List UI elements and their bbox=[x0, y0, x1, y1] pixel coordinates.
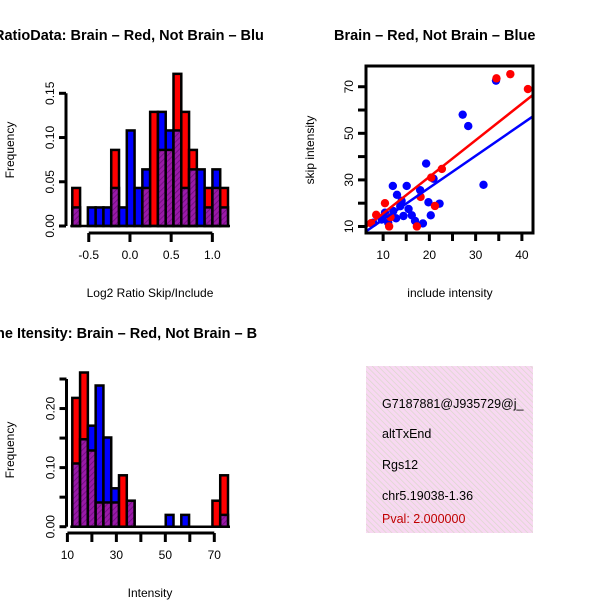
histogram-bar-overlap bbox=[218, 206, 230, 228]
x-tick-label: 0.5 bbox=[163, 248, 180, 262]
hist-intensity-title: ne Itensity: Brain – Red, Not Brain – B bbox=[0, 326, 257, 342]
scatter-point-not-brain bbox=[464, 121, 473, 131]
fit-line-not-brain bbox=[365, 115, 534, 233]
y-tick-label: 0.10 bbox=[44, 456, 58, 480]
event-id: G7187881@J935729@j_ bbox=[382, 397, 525, 411]
hist-intensity-ylabel: Frequency bbox=[3, 422, 17, 479]
scatter-point-not-brain bbox=[479, 180, 488, 189]
histogram-bar-not-brain bbox=[180, 513, 191, 528]
hist-intensity-xlabel: Intensity bbox=[128, 586, 173, 600]
y-tick-label: 30 bbox=[342, 173, 356, 187]
x-tick-label: 10 bbox=[61, 548, 75, 562]
x-tick-label: 30 bbox=[469, 248, 483, 262]
histogram-bar-overlap bbox=[125, 499, 136, 528]
scatter-point-brain bbox=[380, 198, 390, 208]
y-tick-label: 50 bbox=[342, 126, 356, 140]
info-panel: G7187881@J935729@j_ altTxEnd Rgs12 chr5.… bbox=[366, 366, 533, 533]
scatter-point-brain bbox=[523, 84, 533, 94]
scatter-point-not-brain bbox=[426, 211, 435, 220]
scatter-title: Brain – Red, Not Brain – Blue bbox=[334, 28, 535, 44]
scatter-point-brain bbox=[492, 74, 501, 83]
histogram-bar-not-brain bbox=[164, 513, 175, 528]
histogram-bar-overlap bbox=[71, 206, 82, 228]
y-tick-label: 0.20 bbox=[44, 397, 58, 421]
y-tick-label: 0.05 bbox=[43, 170, 57, 194]
x-tick-label: 70 bbox=[208, 548, 222, 562]
fit-line-brain bbox=[365, 93, 534, 228]
scatter-xlabel: include intensity bbox=[407, 286, 492, 300]
plot-frame bbox=[364, 64, 535, 235]
hist-ratio-title: RatioData: Brain – Red, Not Brain – Blu bbox=[0, 28, 264, 44]
x-tick-label: 30 bbox=[110, 548, 124, 562]
hist-ratio-ylabel: Frequency bbox=[3, 122, 17, 179]
scatter-point-brain bbox=[384, 222, 394, 231]
y-tick-label: 0.00 bbox=[44, 515, 58, 539]
scatter-point-not-brain bbox=[421, 159, 431, 168]
x-tick-label: 40 bbox=[515, 248, 529, 262]
ratio-histogram: 0.00 0.05 0.10 0.15 -0.5 0.0 0.5 1.0 bbox=[43, 72, 230, 262]
scatter-point-not-brain bbox=[392, 190, 402, 200]
y-tick-label: 0.15 bbox=[43, 81, 57, 105]
scatter-point-not-brain bbox=[458, 110, 467, 119]
pval-text: Pval: 2.000000 bbox=[382, 512, 465, 526]
scatter-point-not-brain bbox=[397, 196, 406, 206]
scatter-point-not-brain bbox=[402, 181, 411, 191]
hist-ratio-xlabel: Log2 Ratio Skip/Include bbox=[87, 286, 214, 300]
x-tick-label: 0.0 bbox=[122, 248, 139, 262]
x-tick-label: 1.0 bbox=[204, 248, 221, 262]
intensity-histogram: 0.00 0.10 0.20 10 30 50 70 bbox=[44, 371, 230, 562]
scatter-point-not-brain bbox=[404, 204, 413, 214]
y-tick-label: 0.00 bbox=[43, 214, 57, 238]
scatter-point-brain bbox=[412, 222, 422, 231]
scatter-point-not-brain bbox=[388, 181, 398, 191]
info-panel-background bbox=[366, 366, 533, 533]
scatter-point-not-brain bbox=[424, 198, 433, 207]
scatter-point-brain bbox=[430, 201, 440, 211]
x-tick-label: 20 bbox=[423, 248, 437, 262]
y-tick-label: 70 bbox=[342, 80, 356, 94]
genomic-location: chr5.19038-1.36 bbox=[382, 489, 473, 503]
y-tick-label: 10 bbox=[342, 219, 356, 233]
gene-name: Rgs12 bbox=[382, 458, 418, 472]
intensity-scatter: 10 20 30 40 10 30 50 70 bbox=[342, 64, 535, 262]
y-tick-label: 0.10 bbox=[43, 126, 57, 150]
scatter-ylabel: skip intensity bbox=[303, 116, 317, 185]
histogram-bar-overlap bbox=[218, 513, 230, 528]
x-tick-label: 10 bbox=[376, 248, 390, 262]
x-tick-label: 50 bbox=[159, 548, 173, 562]
scatter-point-brain bbox=[506, 69, 515, 79]
x-tick-label: -0.5 bbox=[78, 248, 99, 262]
scatter-point-not-brain bbox=[399, 211, 408, 221]
event-type: altTxEnd bbox=[382, 427, 431, 441]
